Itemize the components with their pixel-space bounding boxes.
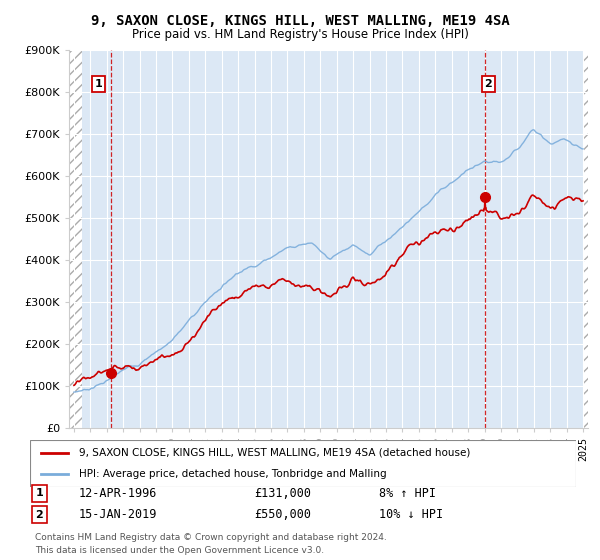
Text: HPI: Average price, detached house, Tonbridge and Malling: HPI: Average price, detached house, Tonb…: [79, 469, 387, 479]
Text: 1: 1: [35, 488, 43, 498]
Text: 2: 2: [485, 79, 493, 89]
Text: 9, SAXON CLOSE, KINGS HILL, WEST MALLING, ME19 4SA: 9, SAXON CLOSE, KINGS HILL, WEST MALLING…: [91, 14, 509, 28]
FancyBboxPatch shape: [30, 440, 576, 487]
Bar: [583, 50, 588, 428]
Text: Price paid vs. HM Land Registry's House Price Index (HPI): Price paid vs. HM Land Registry's House …: [131, 28, 469, 41]
Text: 12-APR-1996: 12-APR-1996: [79, 487, 158, 500]
Bar: [69, 50, 82, 428]
Text: 2: 2: [35, 510, 43, 520]
Text: £550,000: £550,000: [254, 508, 311, 521]
Text: 9, SAXON CLOSE, KINGS HILL, WEST MALLING, ME19 4SA (detached house): 9, SAXON CLOSE, KINGS HILL, WEST MALLING…: [79, 448, 470, 458]
Text: 15-JAN-2019: 15-JAN-2019: [79, 508, 158, 521]
Text: This data is licensed under the Open Government Licence v3.0.: This data is licensed under the Open Gov…: [35, 547, 325, 556]
Text: Contains HM Land Registry data © Crown copyright and database right 2024.: Contains HM Land Registry data © Crown c…: [35, 533, 387, 542]
Text: 8% ↑ HPI: 8% ↑ HPI: [379, 487, 436, 500]
Text: 1: 1: [94, 79, 102, 89]
Text: 10% ↓ HPI: 10% ↓ HPI: [379, 508, 443, 521]
Text: £131,000: £131,000: [254, 487, 311, 500]
